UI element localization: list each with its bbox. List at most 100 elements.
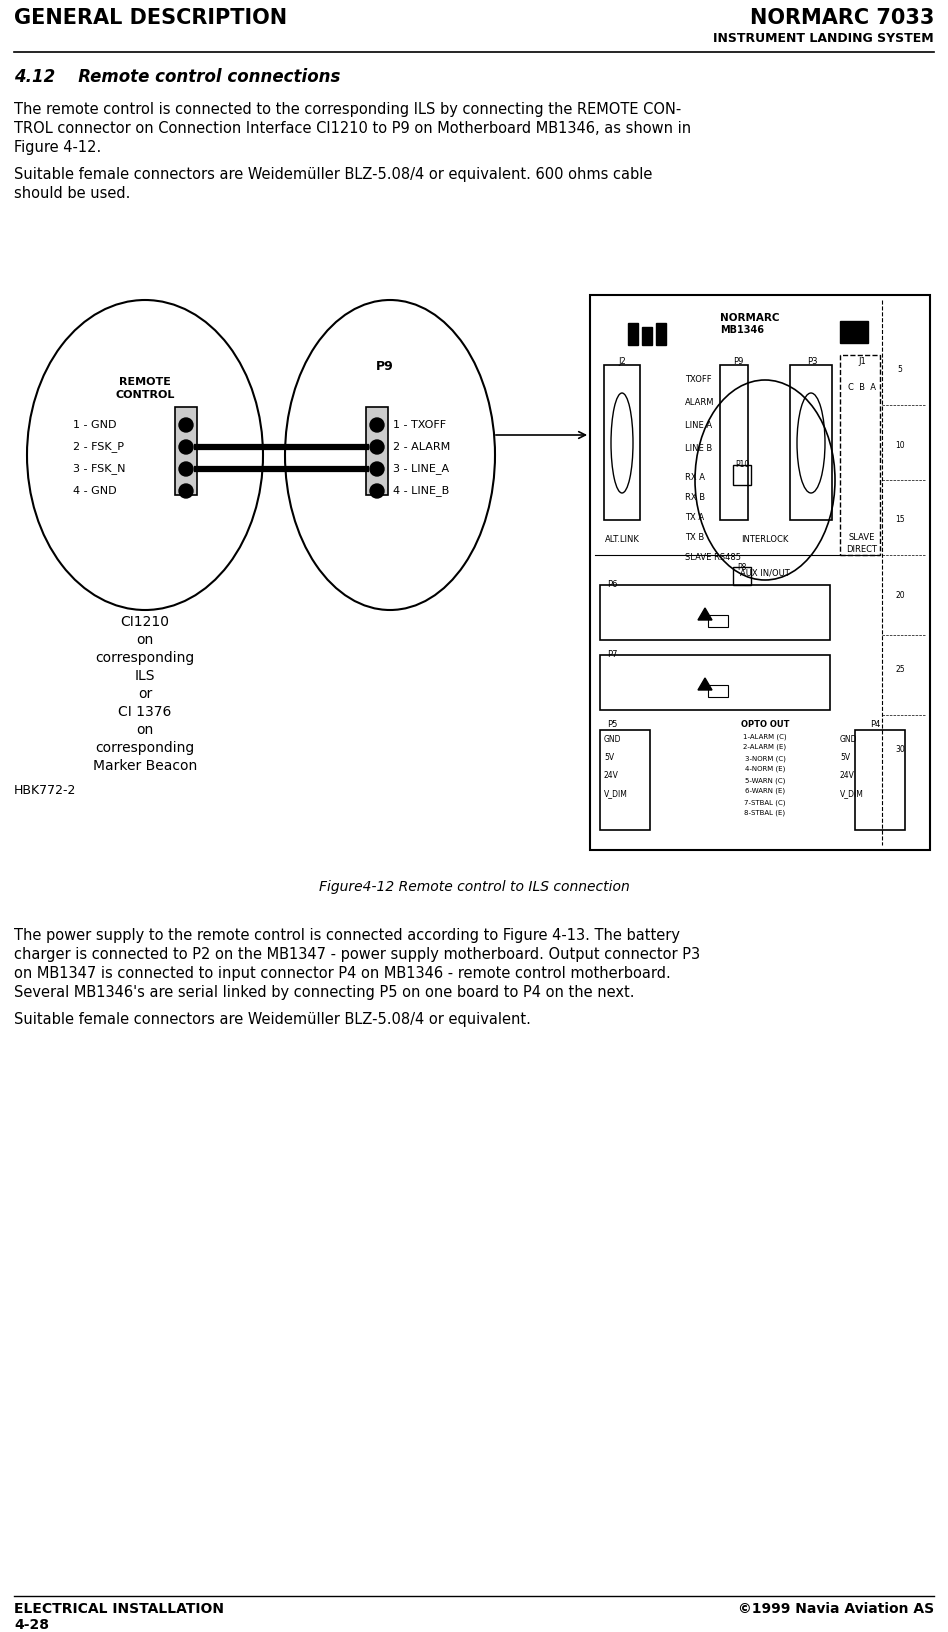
Text: CI1210: CI1210 [120, 615, 170, 628]
Text: 4 - GND: 4 - GND [73, 486, 117, 496]
Text: HBK772-2: HBK772-2 [14, 783, 77, 796]
Text: GND: GND [840, 734, 858, 744]
Text: ELECTRICAL INSTALLATION: ELECTRICAL INSTALLATION [14, 1603, 224, 1616]
Circle shape [370, 418, 384, 432]
Text: or: or [137, 687, 152, 702]
Bar [733, 566, 751, 584]
Text: P8: P8 [738, 563, 747, 571]
Text: P10: P10 [735, 460, 749, 468]
Bar [708, 685, 728, 697]
Text: Suitable female connectors are Weidemüller BLZ-5.08/4 or equivalent.: Suitable female connectors are Weidemüll… [14, 1012, 531, 1027]
Text: 4 - LINE_B: 4 - LINE_B [393, 486, 449, 496]
Bar [708, 615, 728, 627]
Text: V_DIM: V_DIM [840, 788, 864, 798]
Polygon shape [698, 609, 712, 620]
Bar [366, 406, 388, 494]
Text: Several MB1346's are serial linked by connecting P5 on one board to P4 on the ne: Several MB1346's are serial linked by co… [14, 986, 634, 1000]
Text: LINE B: LINE B [685, 444, 712, 454]
Text: ©1999 Navia Aviation AS: ©1999 Navia Aviation AS [738, 1603, 934, 1616]
Text: RX A: RX A [685, 473, 705, 481]
Circle shape [179, 462, 193, 477]
Text: 1-ALARM (C): 1-ALARM (C) [743, 733, 787, 739]
Text: AUX IN/OUT: AUX IN/OUT [740, 568, 790, 578]
Text: 25: 25 [895, 666, 904, 674]
Text: P9: P9 [376, 361, 393, 374]
Text: INTERLOCK: INTERLOCK [741, 535, 789, 543]
Text: 7-STBAL (C): 7-STBAL (C) [744, 800, 786, 806]
Bar [642, 326, 652, 344]
Text: P9: P9 [733, 357, 743, 366]
Text: Marker Beacon: Marker Beacon [93, 759, 197, 774]
Text: TX B: TX B [685, 534, 704, 542]
Text: 20: 20 [895, 591, 904, 599]
Text: 2-ALARM (E): 2-ALARM (E) [743, 744, 787, 751]
Text: INSTRUMENT LANDING SYSTEM: INSTRUMENT LANDING SYSTEM [714, 33, 934, 46]
Text: NORMARC 7033: NORMARC 7033 [750, 8, 934, 28]
Text: 8-STBAL (E): 8-STBAL (E) [744, 809, 786, 816]
Text: J2: J2 [618, 357, 626, 366]
Bar [790, 366, 832, 521]
Text: on: on [137, 633, 154, 646]
Bar [840, 322, 868, 343]
Text: on MB1347 is connected to input connector P4 on MB1346 - remote control motherbo: on MB1347 is connected to input connecto… [14, 966, 671, 981]
Text: 24V: 24V [604, 770, 619, 780]
Text: 24V: 24V [840, 770, 855, 780]
Circle shape [179, 485, 193, 498]
Text: 2 - FSK_P: 2 - FSK_P [73, 442, 124, 452]
Text: on: on [137, 723, 154, 738]
Text: LINE A: LINE A [685, 421, 712, 429]
Text: 4.12    Remote control connections: 4.12 Remote control connections [14, 69, 340, 86]
Polygon shape [698, 677, 712, 690]
Text: REMOTE: REMOTE [119, 377, 171, 387]
Circle shape [179, 441, 193, 454]
Text: 2 - ALARM: 2 - ALARM [393, 442, 450, 452]
Text: P6: P6 [607, 579, 617, 589]
Text: Figure 4-12.: Figure 4-12. [14, 140, 101, 155]
Text: 5: 5 [898, 366, 902, 374]
Bar [590, 295, 930, 850]
Text: P3: P3 [807, 357, 817, 366]
Text: The power supply to the remote control is connected according to Figure 4-13. Th: The power supply to the remote control i… [14, 929, 680, 943]
Text: TROL connector on Connection Interface CI1210 to P9 on Motherboard MB1346, as sh: TROL connector on Connection Interface C… [14, 121, 691, 135]
Text: C  B  A: C B A [848, 384, 876, 392]
Text: CONTROL: CONTROL [116, 390, 174, 400]
Text: 3-NORM (C): 3-NORM (C) [744, 756, 786, 762]
Text: GENERAL DESCRIPTION: GENERAL DESCRIPTION [14, 8, 287, 28]
Bar [733, 465, 751, 485]
Text: 1 - GND: 1 - GND [73, 419, 117, 429]
Text: OPTO OUT: OPTO OUT [740, 720, 790, 730]
Circle shape [370, 485, 384, 498]
Bar [840, 356, 880, 555]
Text: P7: P7 [607, 650, 617, 659]
Text: ALT.LINK: ALT.LINK [605, 535, 640, 543]
Text: 15: 15 [895, 516, 904, 524]
Text: ALARM: ALARM [685, 398, 715, 406]
Text: V_DIM: V_DIM [604, 788, 628, 798]
Text: SLAVE: SLAVE [848, 534, 875, 542]
Text: 5-WARN (C): 5-WARN (C) [745, 777, 785, 783]
Text: 1 - TXOFF: 1 - TXOFF [393, 419, 447, 429]
Text: Figure4-12 Remote control to ILS connection: Figure4-12 Remote control to ILS connect… [319, 880, 629, 894]
Bar [656, 323, 666, 344]
Text: 5V: 5V [604, 752, 614, 762]
Text: CI 1376: CI 1376 [118, 705, 172, 720]
Text: P5: P5 [607, 720, 617, 730]
Bar [600, 584, 830, 640]
Text: 5V: 5V [840, 752, 850, 762]
Text: SLAVE RS485: SLAVE RS485 [685, 553, 741, 561]
Text: corresponding: corresponding [96, 651, 194, 664]
Text: Suitable female connectors are Weidemüller BLZ-5.08/4 or equivalent. 600 ohms ca: Suitable female connectors are Weidemüll… [14, 166, 652, 183]
Circle shape [370, 441, 384, 454]
Bar [600, 654, 830, 710]
Bar [175, 406, 197, 494]
Text: ILS: ILS [135, 669, 155, 684]
Text: 4-28: 4-28 [14, 1617, 49, 1632]
Text: J1: J1 [858, 357, 866, 366]
Bar [604, 366, 640, 521]
Text: TX A: TX A [685, 512, 704, 522]
Bar [855, 730, 905, 831]
Text: corresponding: corresponding [96, 741, 194, 756]
Text: 3 - FSK_N: 3 - FSK_N [73, 463, 125, 475]
Bar [628, 323, 638, 344]
Text: should be used.: should be used. [14, 186, 131, 201]
